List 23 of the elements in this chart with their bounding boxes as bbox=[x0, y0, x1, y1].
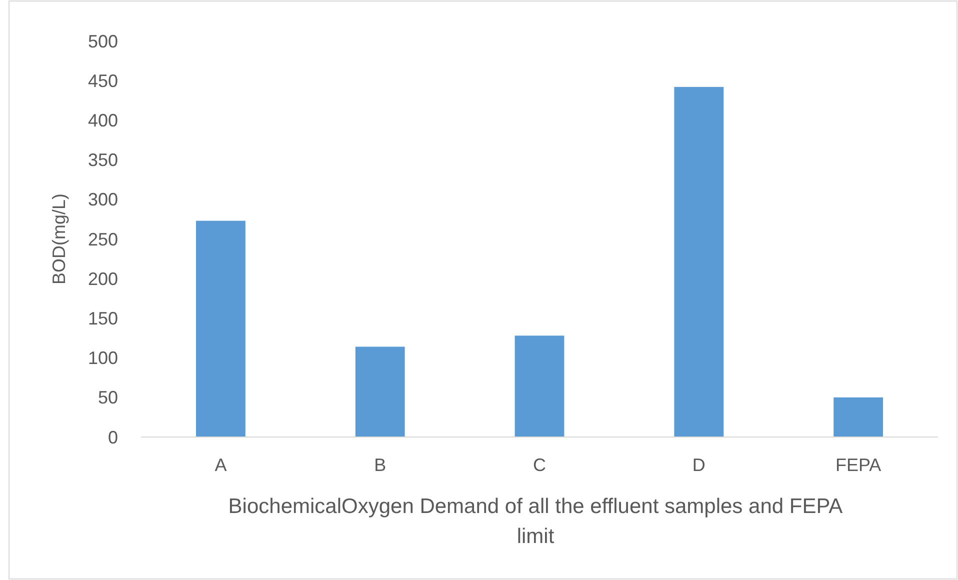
bar bbox=[674, 86, 724, 437]
x-tick-label: D bbox=[692, 455, 706, 475]
y-tick-label: 200 bbox=[88, 268, 118, 289]
y-tick-label: 300 bbox=[88, 190, 118, 210]
x-tick-label: FEPA bbox=[835, 455, 882, 475]
y-tick-label: 500 bbox=[88, 31, 118, 52]
x-tick-label: C bbox=[533, 455, 546, 475]
y-tick-label: 250 bbox=[88, 229, 118, 250]
y-axis-title: BOD(mg/L) bbox=[49, 193, 69, 285]
bar bbox=[355, 346, 405, 437]
y-tick-label: 100 bbox=[88, 348, 118, 368]
x-axis-title: BiochemicalOxygen Demand of all the effluent samples and FEPA limit bbox=[228, 495, 843, 548]
y-tick-label: 450 bbox=[88, 70, 118, 91]
y-tick-label: 0 bbox=[108, 427, 118, 448]
y-tick-label: 400 bbox=[88, 110, 118, 130]
y-tick-label: 50 bbox=[98, 388, 118, 408]
bar bbox=[834, 397, 884, 437]
x-tick-label: A bbox=[214, 455, 227, 475]
y-tick-label: 150 bbox=[88, 308, 118, 328]
y-tick-label: 350 bbox=[88, 150, 118, 170]
bar bbox=[196, 220, 246, 437]
bar bbox=[514, 336, 564, 437]
x-tick-label: B bbox=[374, 455, 386, 475]
